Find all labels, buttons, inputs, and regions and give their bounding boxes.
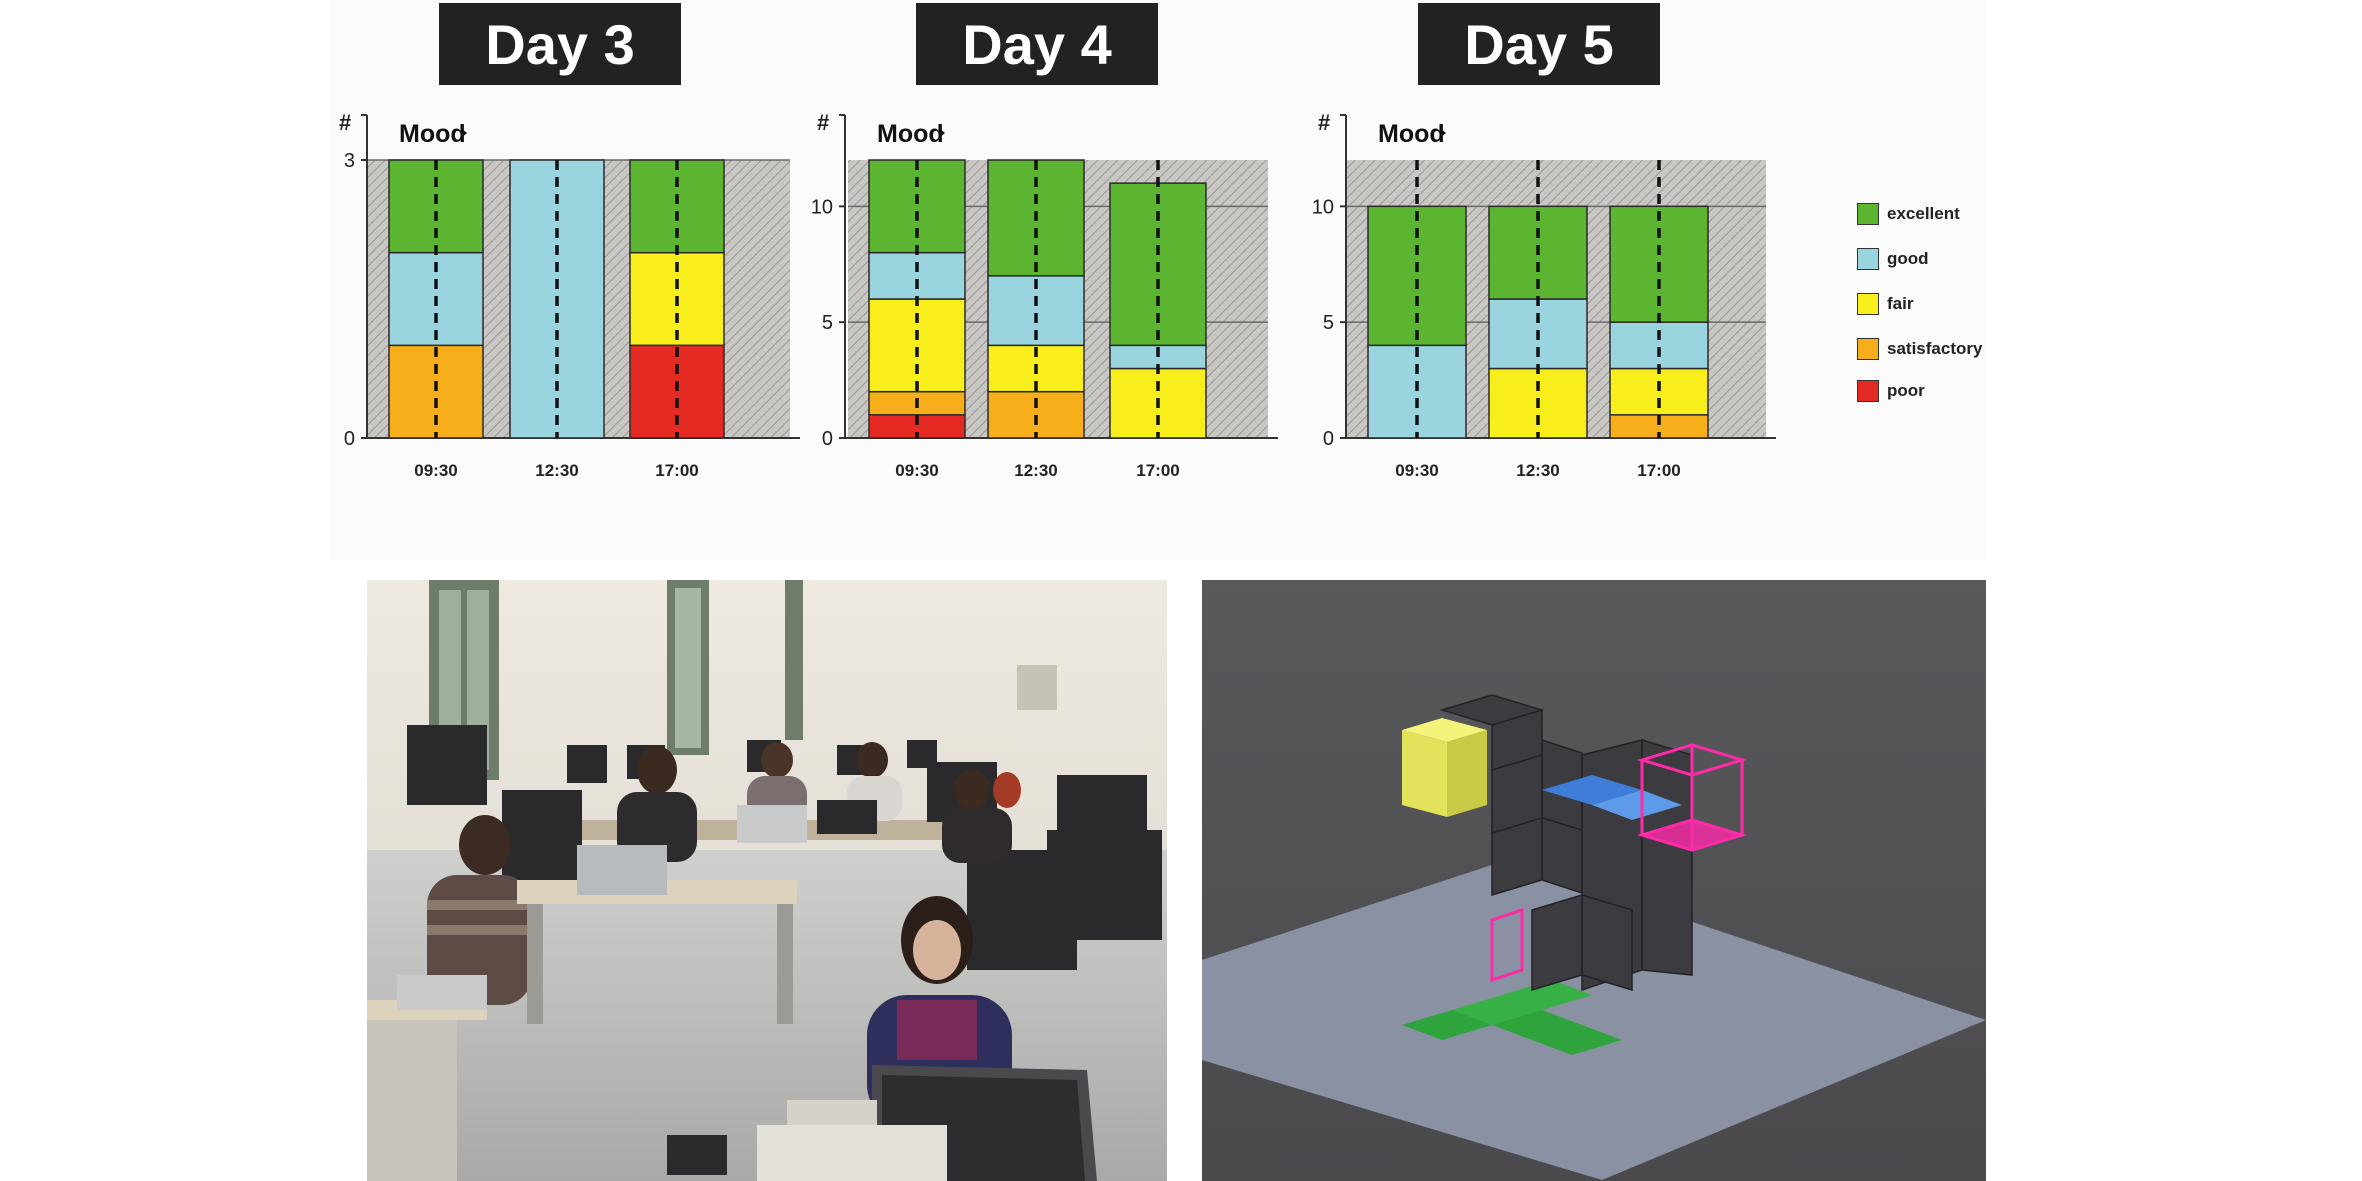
y-tick-label: 5 [822,312,833,334]
mood-charts: #0 3 Mood 09:30 12:30 17:00 #0 5 10 Mood 09:30 12:3… [339,110,1776,480]
bar-segment-excellent [1367,205,1467,347]
x-tick-label: 12:30 [1516,461,1559,480]
legend-label: excellent [1887,204,1960,223]
x-tick-label: 09:30 [414,461,457,480]
bar-segment-good [1609,321,1709,370]
day-5-banner: Day 5 [1418,3,1660,85]
legend-label: good [1887,249,1929,268]
chart-day-3: #0 3 Mood 09:30 12:30 17:00 [339,110,800,480]
legend-label: poor [1887,381,1925,400]
x-tick-label: 17:00 [1136,461,1179,480]
legend-swatch-excellent [1857,203,1879,225]
y-tick-label: 10 [1312,196,1334,218]
legend-swatch-satisfactory [1857,338,1879,360]
legend-item-fair: fair [1857,293,2057,315]
bar-segment-fair [868,298,966,393]
x-tick-label: 12:30 [1014,461,1057,480]
x-tick-label: 17:00 [1637,461,1680,480]
x-tick-label: 12:30 [535,461,578,480]
y-axis-label: # [817,110,829,135]
x-tick-label: 09:30 [1395,461,1438,480]
legend-label: fair [1887,294,1914,313]
bar-segment-excellent [388,159,484,254]
legend-item-good: good [1857,248,2057,270]
chart-subtitle: Mood [1378,120,1445,148]
legend-label: satisfactory [1887,339,1983,358]
legend-item-satisfactory: satisfactory [1857,338,2057,360]
day-3-banner: Day 3 [439,3,681,85]
legend-swatch-good [1857,248,1879,270]
legend-swatch-fair [1857,293,1879,315]
x-tick-label: 09:30 [895,461,938,480]
y-tick-label: 0 [822,428,833,450]
legend-item-poor: poor [1857,380,2057,402]
y-tick-label: 3 [344,150,355,172]
legend-item-excellent: excellent [1857,203,2057,225]
chart-subtitle: Mood [877,120,944,148]
y-tick-label: 0 [344,428,355,450]
legend-swatch-poor [1857,380,1879,402]
chart-day-4: #0 5 10 Mood 09:30 12:30 17:00 [811,110,1278,480]
day-4-banner: Day 4 [916,3,1158,85]
bar-segment-excellent [629,159,725,254]
subtitle-arrow-icon [461,128,467,138]
x-tick-label: 17:00 [655,461,698,480]
subtitle-arrow-icon [939,128,945,138]
cube-render [1202,580,1986,1181]
bar-segment-excellent [868,159,966,254]
y-tick-label: 5 [1323,312,1334,334]
chart-subtitle: Mood [399,120,466,148]
chart-day-5: #0 5 10 Mood 09:30 12:30 17:00 [1312,110,1776,480]
subtitle-arrow-icon [1440,128,1446,138]
classroom-photo [367,580,1167,1181]
bar-segment-good [868,251,966,300]
y-tick-label: 10 [811,196,833,218]
y-axis-label: # [339,110,351,135]
y-axis-label: # [1318,110,1330,135]
y-tick-label: 0 [1323,428,1334,450]
